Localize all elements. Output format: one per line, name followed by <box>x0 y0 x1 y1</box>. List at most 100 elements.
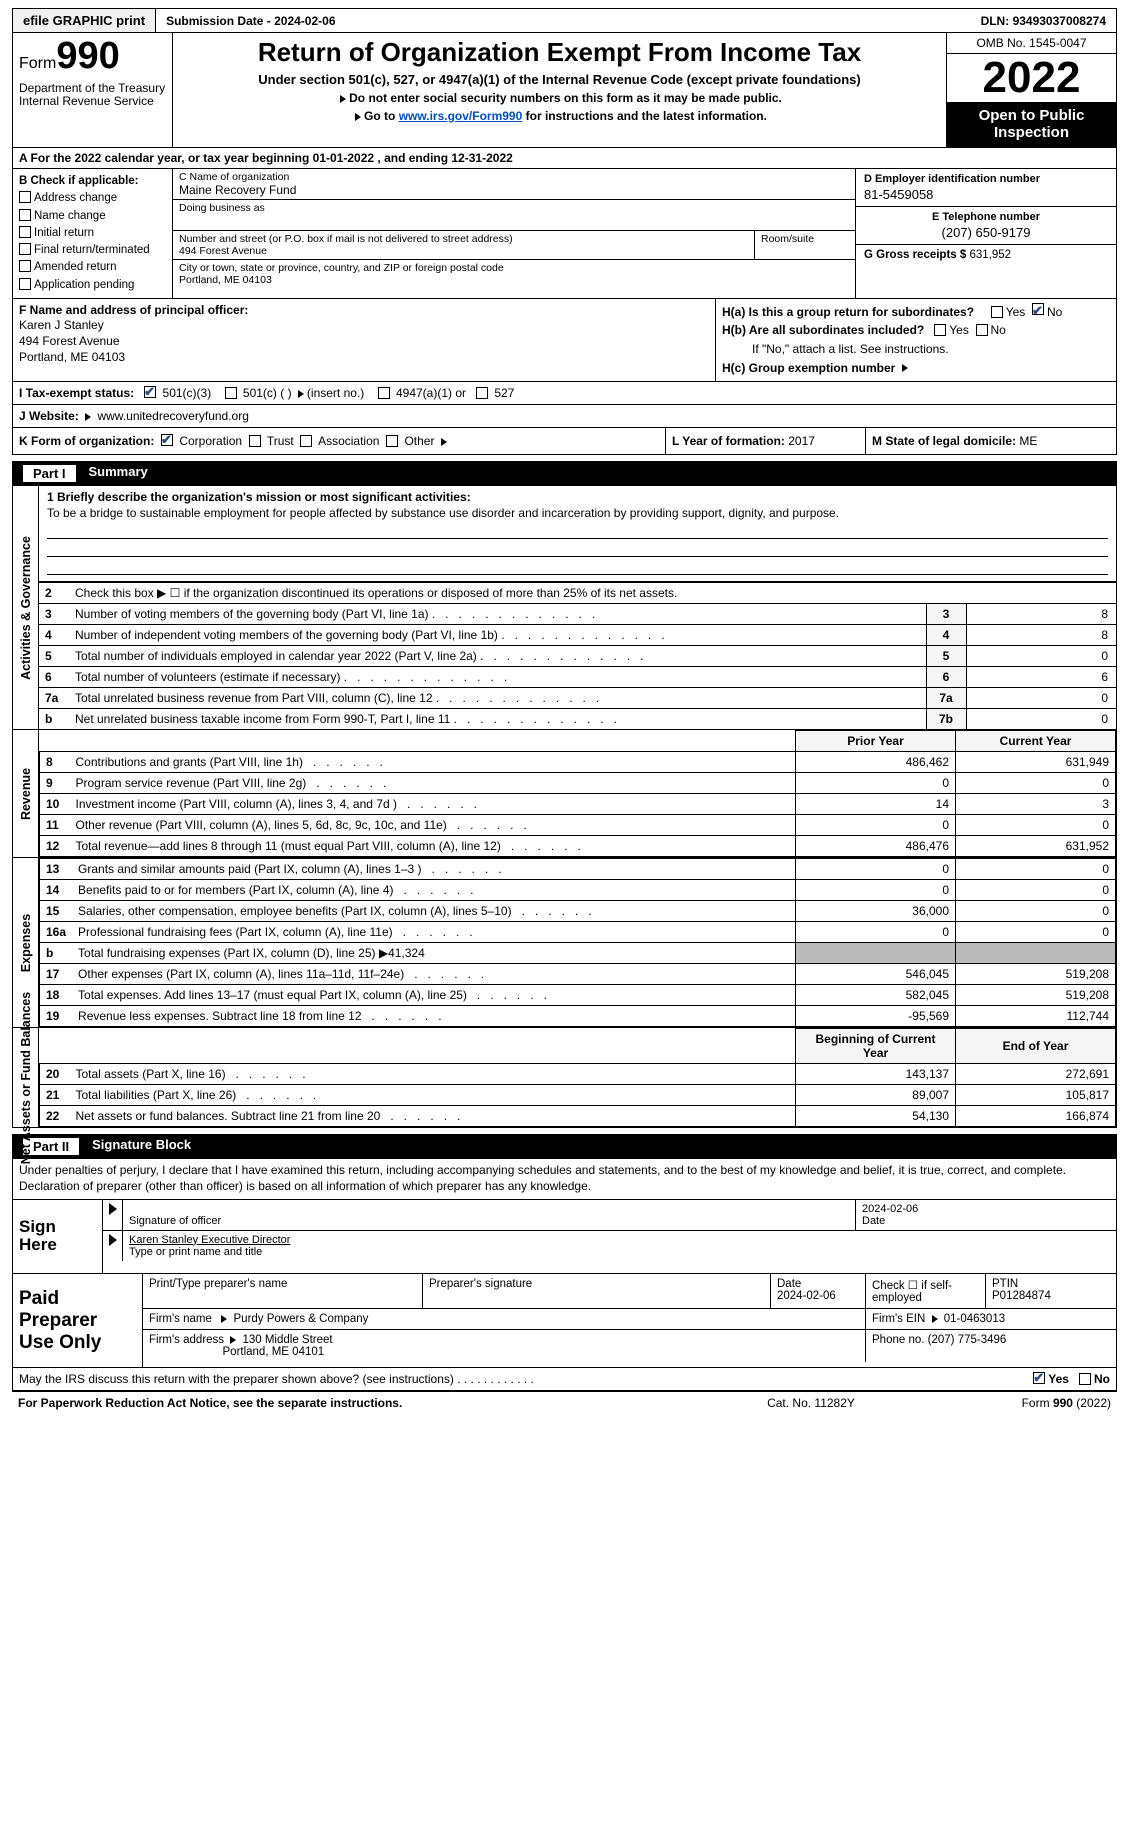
table-row: 9Program service revenue (Part VIII, lin… <box>40 773 1116 794</box>
table-row: 14Benefits paid to or for members (Part … <box>40 880 1116 901</box>
vert-revenue: Revenue <box>19 768 33 820</box>
tax-year: 2022 <box>947 54 1116 102</box>
col-c-name-address: C Name of organization Maine Recovery Fu… <box>173 169 856 298</box>
form-title-box: Return of Organization Exempt From Incom… <box>173 33 946 147</box>
arrow-icon <box>85 413 91 421</box>
ha-no-checkbox[interactable] <box>1032 303 1044 315</box>
part-1-header: Part I Summary <box>12 461 1117 486</box>
vert-expenses: Expenses <box>19 914 33 972</box>
col-b-checkboxes: B Check if applicable: Address change Na… <box>13 169 173 298</box>
table-row: 11Other revenue (Part VIII, column (A), … <box>40 815 1116 836</box>
501c3-checkbox[interactable] <box>144 386 156 398</box>
table-row: 5Total number of individuals employed in… <box>39 646 1116 667</box>
arrow-icon <box>441 438 447 446</box>
city-state-zip: Portland, ME 04103 <box>179 274 849 286</box>
form-org-row: K Form of organization: Corporation Trus… <box>12 428 1117 455</box>
line-a: A For the 2022 calendar year, or tax yea… <box>12 148 1117 169</box>
form-id-box: Form990 Department of the Treasury Inter… <box>13 33 173 147</box>
principal-officer: F Name and address of principal officer:… <box>13 299 716 381</box>
vert-activities-governance: Activities & Governance <box>19 536 33 680</box>
corporation-checkbox[interactable] <box>161 434 173 446</box>
other-checkbox[interactable] <box>386 435 398 447</box>
net-assets-table: Beginning of Current YearEnd of Year 20T… <box>39 1028 1116 1127</box>
address-change-checkbox[interactable] <box>19 191 31 203</box>
activities-governance-section: Activities & Governance 1 Briefly descri… <box>12 486 1117 730</box>
year-box: OMB No. 1545-0047 2022 Open to Public In… <box>946 33 1116 147</box>
state-of-domicile: M State of legal domicile: ME <box>866 428 1116 454</box>
omb-number: OMB No. 1545-0047 <box>947 33 1116 54</box>
4947-checkbox[interactable] <box>378 387 390 399</box>
website-row: J Website: www.unitedrecoveryfund.org <box>12 405 1117 428</box>
sign-arrow-icon <box>109 1203 117 1215</box>
treasury-dept: Department of the Treasury Internal Reve… <box>19 82 166 108</box>
mission-brief: 1 Briefly describe the organization's mi… <box>39 486 1116 582</box>
dln: DLN: 93493037008274 <box>971 10 1116 32</box>
table-row: 15Salaries, other compensation, employee… <box>40 901 1116 922</box>
officer-name: Karen Stanley Executive Director <box>129 1234 290 1246</box>
firm-name: Purdy Powers & Company <box>234 1313 369 1325</box>
firm-ein: 01-0463013 <box>944 1313 1005 1325</box>
table-row: bTotal fundraising expenses (Part IX, co… <box>40 943 1116 964</box>
initial-return-checkbox[interactable] <box>19 226 31 238</box>
ha-yes-checkbox[interactable] <box>991 306 1003 318</box>
group-return-box: H(a) Is this a group return for subordin… <box>716 299 1116 381</box>
discuss-with-preparer-row: May the IRS discuss this return with the… <box>12 1368 1117 1391</box>
revenue-section: Revenue Prior YearCurrent Year 8Contribu… <box>12 730 1117 858</box>
table-row: 20Total assets (Part X, line 16)143,1372… <box>40 1064 1116 1085</box>
open-to-public: Open to Public Inspection <box>947 102 1116 147</box>
hb-no-checkbox[interactable] <box>976 324 988 336</box>
table-row: 18Total expenses. Add lines 13–17 (must … <box>40 985 1116 1006</box>
expenses-table: 13Grants and similar amounts paid (Part … <box>39 858 1116 1027</box>
hb-yes-checkbox[interactable] <box>934 324 946 336</box>
table-row: 16aProfessional fundraising fees (Part I… <box>40 922 1116 943</box>
net-assets-section: Net Assets or Fund Balances Beginning of… <box>12 1028 1117 1128</box>
table-row: 22Net assets or fund balances. Subtract … <box>40 1106 1116 1127</box>
final-return-checkbox[interactable] <box>19 243 31 255</box>
firm-phone: (207) 775-3496 <box>928 1334 1007 1346</box>
table-row: 21Total liabilities (Part X, line 26)89,… <box>40 1085 1116 1106</box>
table-row: 8Contributions and grants (Part VIII, li… <box>40 752 1116 773</box>
tax-exempt-status-row: I Tax-exempt status: 501(c)(3) 501(c) ( … <box>12 382 1117 405</box>
trust-checkbox[interactable] <box>249 435 261 447</box>
governance-table: 2Check this box ▶ ☐ if the organization … <box>39 582 1116 729</box>
identification-block: B Check if applicable: Address change Na… <box>12 169 1117 299</box>
table-row: bNet unrelated business taxable income f… <box>39 709 1116 730</box>
arrow-icon <box>230 1336 236 1344</box>
table-row: 12Total revenue—add lines 8 through 11 (… <box>40 836 1116 857</box>
gross-receipts: 631,952 <box>969 249 1011 261</box>
officer-group-row: F Name and address of principal officer:… <box>12 299 1117 382</box>
top-bar: efile GRAPHIC print Submission Date - 20… <box>12 8 1117 33</box>
form-header: Form990 Department of the Treasury Inter… <box>12 33 1117 148</box>
association-checkbox[interactable] <box>300 435 312 447</box>
discuss-yes-checkbox[interactable] <box>1033 1372 1045 1384</box>
part-2-header: Part II Signature Block <box>12 1134 1117 1159</box>
paid-preparer-block: Paid Preparer Use Only Print/Type prepar… <box>12 1274 1117 1369</box>
submission-date: Submission Date - 2024-02-06 <box>156 10 970 32</box>
table-row: 17Other expenses (Part IX, column (A), l… <box>40 964 1116 985</box>
ptin: P01284874 <box>992 1290 1051 1302</box>
website: www.unitedrecoveryfund.org <box>94 409 249 423</box>
arrow-icon <box>298 390 304 398</box>
page-footer: For Paperwork Reduction Act Notice, see … <box>12 1391 1117 1414</box>
table-row: 4Number of independent voting members of… <box>39 625 1116 646</box>
expenses-section: Expenses 13Grants and similar amounts pa… <box>12 858 1117 1028</box>
501c-checkbox[interactable] <box>225 387 237 399</box>
arrow-icon <box>902 364 908 372</box>
table-row: 6Total number of volunteers (estimate if… <box>39 667 1116 688</box>
table-row: 3Number of voting members of the governi… <box>39 604 1116 625</box>
arrow-icon <box>932 1315 938 1323</box>
street-address: 494 Forest Avenue <box>179 245 748 257</box>
revenue-table: Prior YearCurrent Year 8Contributions an… <box>39 730 1116 857</box>
efile-print-button[interactable]: efile GRAPHIC print <box>13 9 156 32</box>
527-checkbox[interactable] <box>476 387 488 399</box>
irs-link[interactable]: www.irs.gov/Form990 <box>399 109 523 123</box>
col-d-ein-tel: D Employer identification number 81-5459… <box>856 169 1116 298</box>
amended-return-checkbox[interactable] <box>19 260 31 272</box>
sign-here-block: Sign Here Signature of officer 2024-02-0… <box>12 1200 1117 1274</box>
ein: 81-5459058 <box>864 187 1108 202</box>
name-change-checkbox[interactable] <box>19 209 31 221</box>
org-name: Maine Recovery Fund <box>179 183 849 197</box>
discuss-no-checkbox[interactable] <box>1079 1373 1091 1385</box>
application-pending-checkbox[interactable] <box>19 278 31 290</box>
arrow-icon <box>340 95 346 103</box>
